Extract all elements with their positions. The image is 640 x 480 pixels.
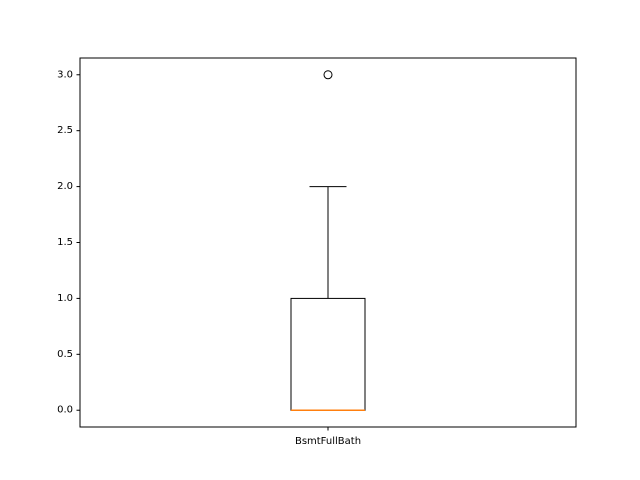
x-axis: BsmtFullBath <box>295 427 361 447</box>
y-axis: 0.0 0.5 1.0 1.5 2.0 2.5 3.0 <box>57 69 80 416</box>
outlier-point <box>323 70 333 80</box>
y-tick-label: 1.5 <box>57 237 73 248</box>
y-tick-label: 0.5 <box>57 349 73 360</box>
y-tick-label: 1.0 <box>57 293 73 304</box>
chart-marks <box>290 70 366 411</box>
y-tick-label: 2.5 <box>57 125 73 136</box>
y-tick-label: 3.0 <box>57 69 73 80</box>
y-tick-label: 0.0 <box>57 405 73 416</box>
x-tick-label: BsmtFullBath <box>295 436 361 447</box>
y-tick-label: 2.0 <box>57 181 73 192</box>
plot-frame <box>79 57 577 428</box>
